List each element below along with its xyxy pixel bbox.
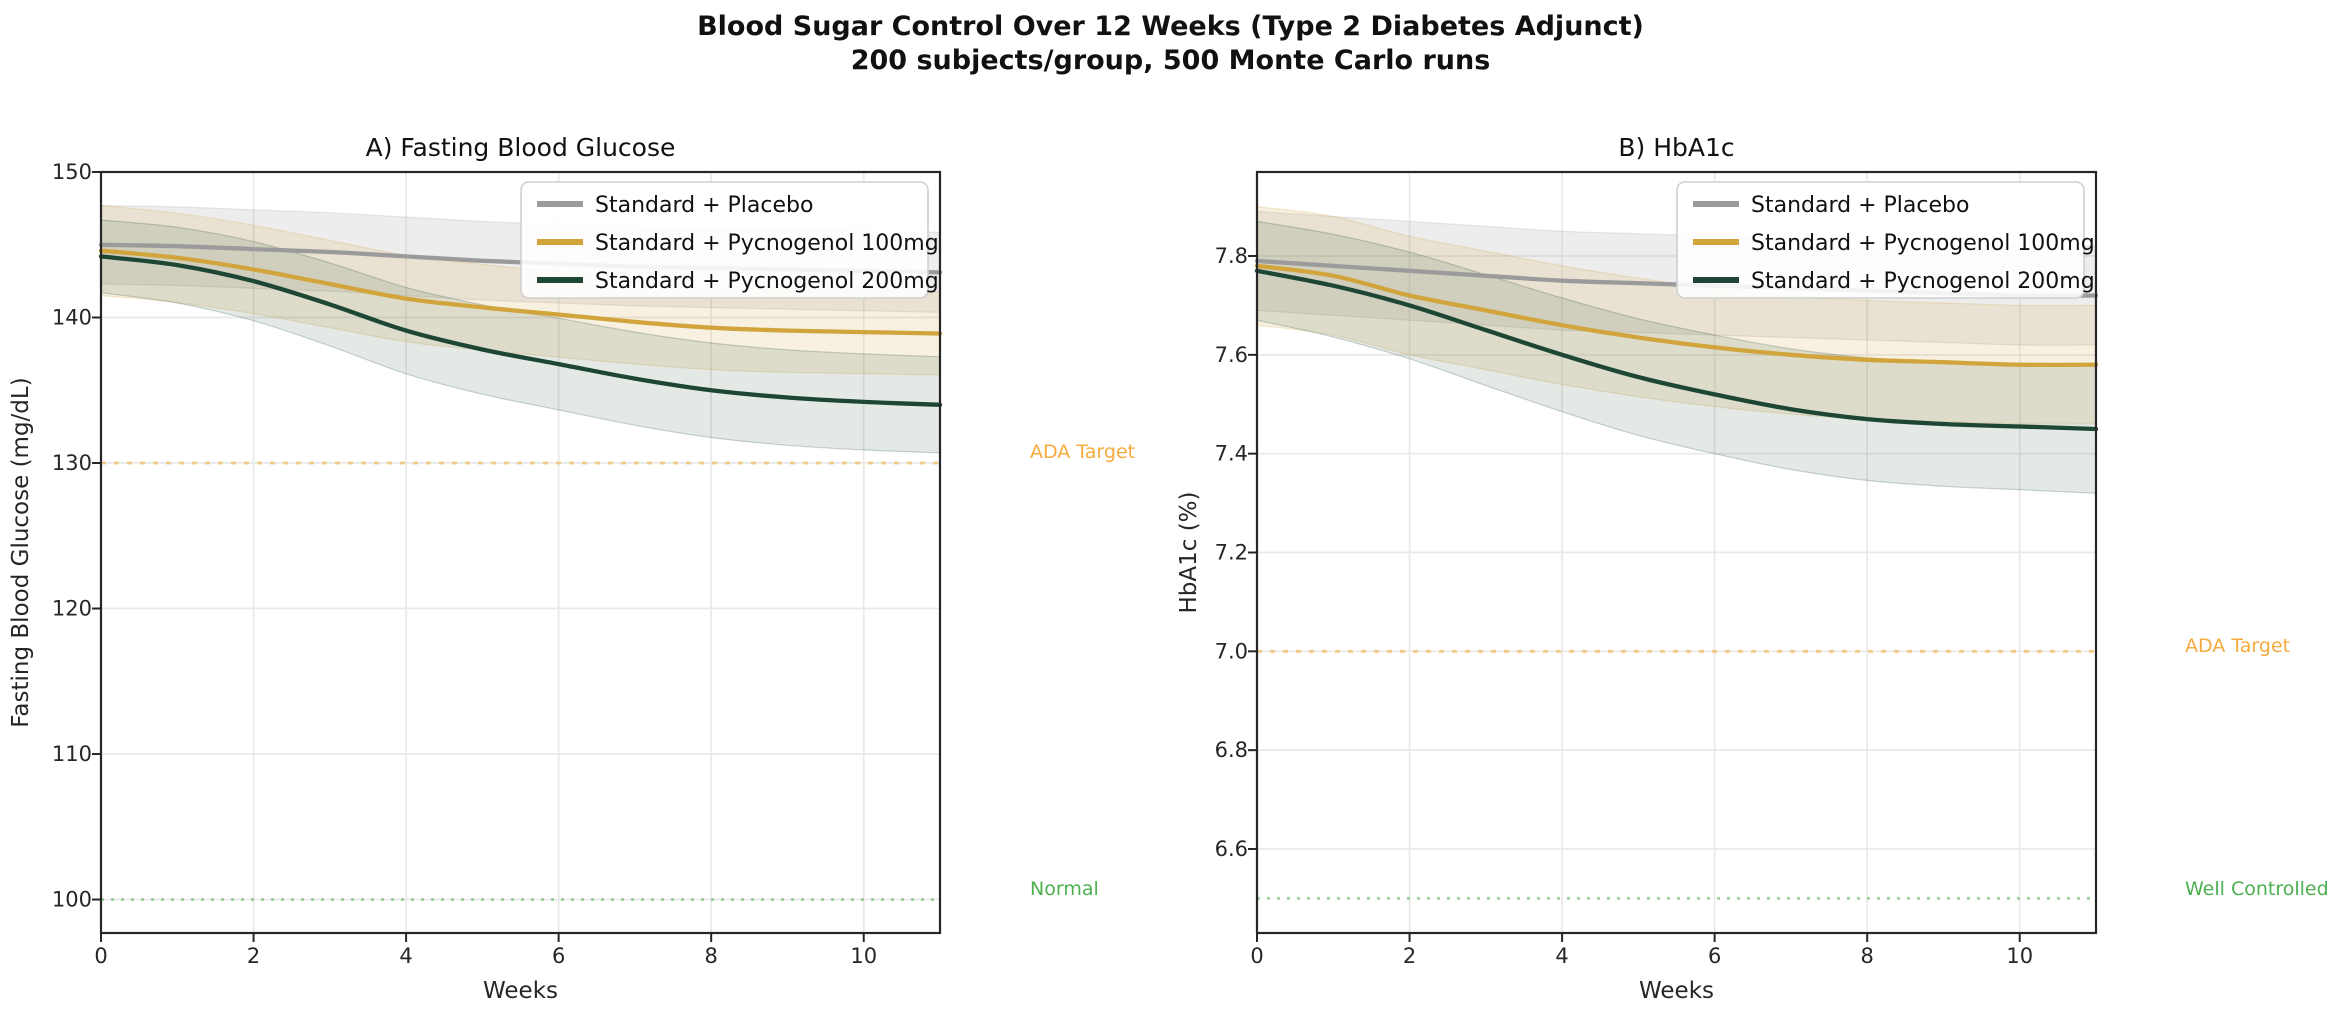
line-standard-pycnogenol-200mg [1254,268,2099,432]
panel-a: 0 2 4 6 8 10 100 110 120 130 140 150 Weeks Fasting Bl… [8,133,943,1004]
legend-label: Standard + Pycnogenol 100mg [595,231,939,256]
y-tick-label: 6.8 [1215,738,1248,762]
annotation-ada-target-glucose: ADA Target [1030,441,1136,463]
line-standard-pycnogenol-100mg [1254,263,2099,368]
x-tick-label: 2 [247,944,260,968]
panel-b: 0 2 4 6 8 10 6.6 6.8 7.0 7.2 7.4 7.6 7.8 Weeks HbA1c (… [1176,133,2099,1004]
x-axis-label: Weeks [1639,978,1714,1004]
annotation-well-controlled-hba1c: Well Controlled [2185,878,2329,900]
y-tick-label: 7.0 [1215,639,1248,663]
reference-lines [101,461,940,901]
y-tick-label: 110 [52,742,92,766]
confidence-bands [1256,205,2097,494]
y-tick-label: 6.6 [1215,837,1248,861]
x-tick-label: 6 [1708,944,1721,968]
y-tick-label: 100 [52,888,92,912]
legend-label: Standard + Placebo [595,193,813,218]
x-tick-label: 10 [850,944,877,968]
legend: Standard + Placebo Standard + Pycnogenol … [1676,181,2095,299]
y-tick-label: 150 [52,160,92,184]
y-tick-label: 7.4 [1215,442,1248,466]
legend-label: Standard + Pycnogenol 100mg [1751,231,2095,256]
figure-title-line2: 200 subjects/group, 500 Monte Carlo runs [850,45,1491,76]
reference-lines [1257,649,2096,900]
x-tick-label: 0 [94,944,107,968]
y-tick-label: 120 [52,597,92,621]
y-tick-label: 130 [52,451,92,475]
line-standard-pycnogenol-100mg [98,248,943,336]
annotation-ada-target-hba1c: ADA Target [2185,635,2291,657]
x-tick-label: 8 [1860,944,1873,968]
y-tick-label: 7.8 [1215,244,1248,268]
x-tick-label: 4 [399,944,412,968]
x-tick-label: 10 [2006,944,2033,968]
axis-ticks: 0 2 4 6 8 10 100 110 120 130 140 150 [52,160,877,968]
x-tick-label: 4 [1555,944,1568,968]
x-axis-label: Weeks [483,978,558,1004]
y-axis-label: HbA1c (%) [1176,491,1202,613]
legend-label: Standard + Pycnogenol 200mg [1751,269,2095,294]
legend: Standard + Placebo Standard + Pycnogenol … [520,181,939,299]
subplot-title: B) HbA1c [1618,133,1734,162]
plot-spines [99,170,942,935]
y-axis-label: Fasting Blood Glucose (mg/dL) [8,377,34,727]
x-tick-label: 8 [704,944,717,968]
y-tick-label: 7.6 [1215,343,1248,367]
x-tick-label: 2 [1403,944,1416,968]
line-standard-pycnogenol-200mg [98,254,943,407]
y-tick-label: 140 [52,306,92,330]
y-tick-label: 7.2 [1215,541,1248,565]
annotation-normal-glucose: Normal [1030,878,1099,900]
x-tick-label: 6 [552,944,565,968]
axis-ticks: 0 2 4 6 8 10 6.6 6.8 7.0 7.2 7.4 7.6 7.8 [1215,244,2034,968]
legend-label: Standard + Placebo [1751,193,1969,218]
x-tick-label: 0 [1250,944,1263,968]
legend-label: Standard + Pycnogenol 200mg [595,269,939,294]
figure-title: Blood Sugar Control Over 12 Weeks (Type … [0,10,2341,78]
subplot-title: A) Fasting Blood Glucose [366,133,676,162]
figure-title-line1: Blood Sugar Control Over 12 Weeks (Type … [697,11,1644,42]
